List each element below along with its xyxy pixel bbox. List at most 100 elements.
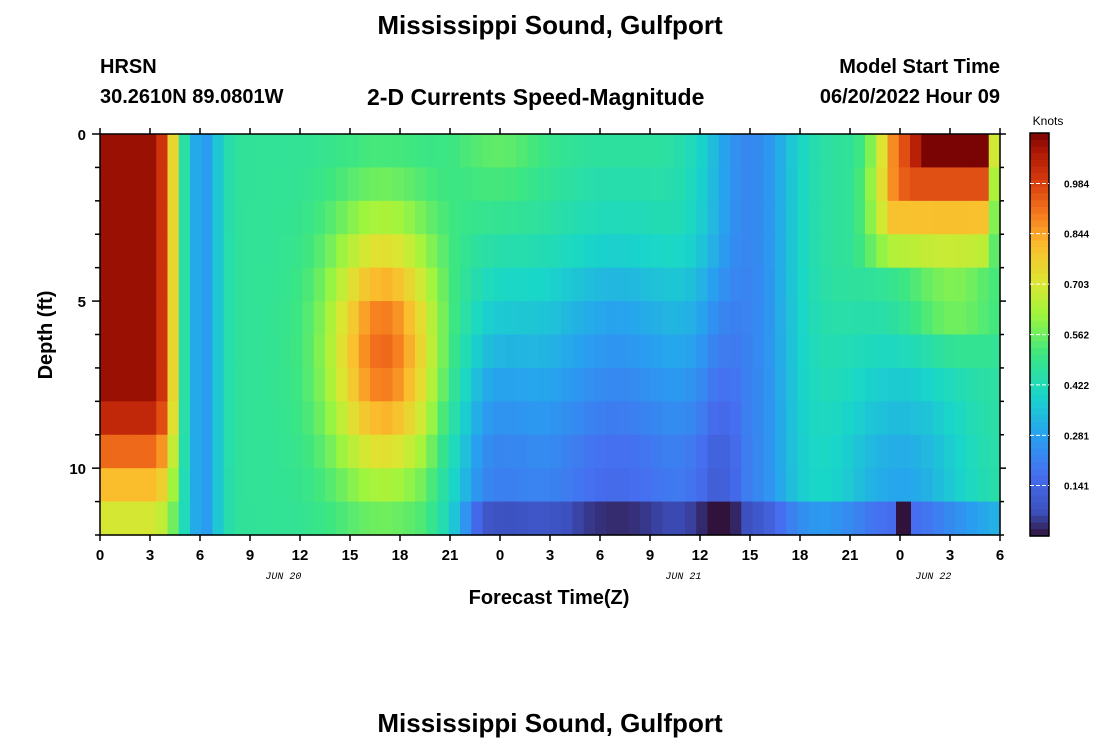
heat-cell bbox=[865, 401, 877, 436]
heat-cell bbox=[842, 301, 855, 336]
heat-cell bbox=[865, 267, 877, 302]
heat-cell bbox=[561, 334, 574, 369]
heat-cell bbox=[223, 401, 236, 436]
heat-cell bbox=[167, 167, 180, 202]
heat-cell bbox=[358, 501, 371, 536]
heat-cell bbox=[370, 501, 382, 536]
heat-cell bbox=[606, 434, 619, 469]
heat-cell bbox=[932, 234, 945, 269]
heat-cell bbox=[381, 334, 394, 369]
heat-cell bbox=[775, 301, 787, 336]
heat-cell bbox=[966, 501, 979, 536]
heat-cell bbox=[122, 134, 135, 169]
heat-cell bbox=[685, 267, 697, 302]
date-label: JUN 20 bbox=[265, 572, 301, 583]
heat-cell bbox=[696, 167, 709, 202]
heat-cell bbox=[223, 501, 236, 536]
heat-cell bbox=[550, 468, 562, 503]
heat-cell bbox=[178, 134, 191, 169]
heat-cell bbox=[763, 234, 776, 269]
heat-cell bbox=[426, 167, 439, 202]
heat-cell bbox=[876, 167, 889, 202]
heat-cell bbox=[898, 401, 911, 436]
heat-cell bbox=[100, 468, 112, 503]
chart-title: Mississippi Sound, Gulfport bbox=[377, 10, 723, 40]
heat-cell bbox=[966, 301, 979, 336]
heat-cell bbox=[561, 434, 574, 469]
x-tick-label: 9 bbox=[646, 547, 654, 564]
heat-cell bbox=[100, 501, 112, 536]
heat-cell bbox=[662, 468, 675, 503]
heat-cell bbox=[538, 334, 551, 369]
heat-cell bbox=[932, 401, 945, 436]
heat-cell bbox=[662, 267, 675, 302]
heat-cell bbox=[887, 367, 900, 402]
heat-cell bbox=[595, 367, 607, 402]
heat-cell bbox=[718, 167, 731, 202]
heat-cell bbox=[370, 468, 382, 503]
heat-cell bbox=[583, 200, 596, 235]
colorbar-swatch bbox=[1030, 435, 1049, 443]
heat-cell bbox=[426, 501, 439, 536]
heat-cell bbox=[392, 200, 405, 235]
heat-cell bbox=[595, 501, 607, 536]
heat-cell bbox=[988, 468, 1001, 503]
heat-cell bbox=[707, 434, 720, 469]
heat-cell bbox=[268, 134, 281, 169]
heat-cell bbox=[370, 301, 382, 336]
heat-cell bbox=[403, 468, 416, 503]
heat-cell bbox=[673, 468, 686, 503]
heat-cell bbox=[977, 301, 990, 336]
heat-cell bbox=[741, 468, 754, 503]
heat-cell bbox=[617, 334, 630, 369]
heat-cell bbox=[212, 301, 225, 336]
heat-cell bbox=[167, 200, 180, 235]
heat-cell bbox=[111, 501, 124, 536]
colorbar-swatch bbox=[1030, 267, 1049, 275]
heat-cell bbox=[921, 200, 934, 235]
heat-cell bbox=[538, 134, 551, 169]
heat-cell bbox=[730, 234, 742, 269]
heat-cell bbox=[842, 267, 855, 302]
heat-cell bbox=[111, 134, 124, 169]
heat-cell bbox=[887, 401, 900, 436]
heat-cell bbox=[538, 267, 551, 302]
heat-cell bbox=[381, 301, 394, 336]
heat-cell bbox=[527, 301, 540, 336]
heat-cell bbox=[921, 367, 934, 402]
heat-cell bbox=[910, 200, 922, 235]
heat-cell bbox=[190, 234, 202, 269]
heat-cell bbox=[752, 501, 765, 536]
heat-cell bbox=[696, 234, 709, 269]
heat-cell bbox=[392, 234, 405, 269]
heat-cell bbox=[640, 167, 652, 202]
colorbar-swatch bbox=[1030, 260, 1049, 268]
heat-cell bbox=[201, 167, 214, 202]
heat-cell bbox=[358, 367, 371, 402]
x-tick-label: 6 bbox=[196, 547, 204, 564]
heat-cell bbox=[268, 301, 281, 336]
heat-cell bbox=[786, 501, 799, 536]
heat-cell bbox=[685, 134, 697, 169]
heat-cell bbox=[887, 301, 900, 336]
heat-cell bbox=[786, 301, 799, 336]
heat-cell bbox=[606, 301, 619, 336]
heat-cell bbox=[865, 234, 877, 269]
heat-cell bbox=[988, 501, 1001, 536]
heat-cell bbox=[865, 134, 877, 169]
heat-cell bbox=[662, 167, 675, 202]
heat-cell bbox=[133, 334, 146, 369]
heat-cell bbox=[730, 334, 742, 369]
colorbar-swatch bbox=[1030, 220, 1049, 228]
heat-cell bbox=[347, 468, 360, 503]
heat-cell bbox=[133, 301, 146, 336]
heat-cell bbox=[561, 234, 574, 269]
colorbar-swatch bbox=[1030, 441, 1049, 450]
heat-cell bbox=[955, 434, 967, 469]
model-start-label: Model Start Time bbox=[839, 56, 1000, 78]
heat-cell bbox=[235, 367, 247, 402]
x-tick-label: 21 bbox=[842, 547, 859, 564]
heat-cell bbox=[223, 267, 236, 302]
heat-cell bbox=[651, 334, 664, 369]
colorbar-swatch bbox=[1030, 515, 1049, 524]
